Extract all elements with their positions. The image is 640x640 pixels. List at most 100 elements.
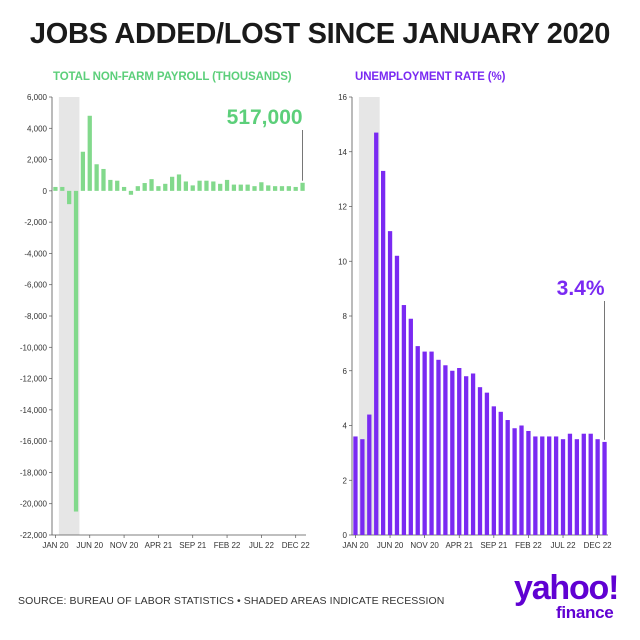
payroll-xtick-label: JUL 22 <box>249 541 275 550</box>
payroll-bar <box>266 185 271 191</box>
unemp-xtick-label: FEB 22 <box>515 541 542 550</box>
unemp-bar <box>505 420 510 535</box>
unemp-bar <box>380 170 386 535</box>
unemp-bar <box>464 376 469 535</box>
unemp-bar <box>394 255 400 535</box>
unemp-bar <box>567 433 573 535</box>
payroll-bar <box>115 180 120 191</box>
unemp-bar <box>498 411 503 535</box>
unemp-bar <box>457 368 462 535</box>
unemp-ytick-label: 8 <box>343 312 348 321</box>
unemp-bar <box>374 132 379 535</box>
unemp-bar <box>353 436 358 535</box>
unemp-bar <box>408 318 413 535</box>
unemp-bar <box>588 433 593 535</box>
unemp-xtick-label: SEP 21 <box>480 541 508 550</box>
unemp-bar <box>360 439 365 535</box>
payroll-bar <box>94 164 99 191</box>
payroll-ytick-label: -10,000 <box>20 343 48 352</box>
unemp-ytick-label: 10 <box>338 257 347 266</box>
payroll-bar <box>286 186 291 191</box>
unemp-xtick-label: DEC 22 <box>584 541 613 550</box>
unemp-ytick-label: 16 <box>338 93 347 102</box>
unemp-bar <box>401 305 407 535</box>
payroll-bar <box>121 186 127 191</box>
payroll-bar <box>224 179 230 191</box>
unemp-bar <box>422 351 427 535</box>
payroll-xtick-label: JAN 20 <box>42 541 69 550</box>
payroll-ytick-label: -18,000 <box>20 468 48 477</box>
main-title: JOBS ADDED/LOST SINCE JANUARY 2020 <box>29 18 611 50</box>
payroll-bar <box>211 181 216 191</box>
unemp-ytick-label: 0 <box>343 531 348 540</box>
unemp-bar <box>519 425 524 535</box>
payroll-bar <box>293 186 298 191</box>
unemp-bar <box>470 373 476 535</box>
unemp-bar <box>602 441 607 535</box>
unemp-bar <box>436 359 441 535</box>
unemp-bar <box>443 365 448 535</box>
payroll-bar <box>197 180 202 191</box>
unemp-xtick-label: JUN 20 <box>377 541 404 550</box>
payroll-bar <box>60 186 65 191</box>
unemp-ytick-label: 14 <box>338 148 347 157</box>
unemployment-chart-title: UNEMPLOYMENT RATE (%) <box>355 71 506 83</box>
payroll-ytick-label: -8,000 <box>24 312 47 321</box>
unemp-bar <box>512 428 517 535</box>
unemp-bar <box>540 436 545 535</box>
unemp-bar <box>547 436 552 535</box>
payroll-chart-title: TOTAL NON-FARM PAYROLL (THOUSANDS) <box>53 71 292 83</box>
payroll-ytick-label: -14,000 <box>20 406 48 415</box>
unemp-bar <box>484 392 490 535</box>
payroll-bar <box>156 186 161 191</box>
payroll-bar <box>190 185 195 191</box>
payroll-bar <box>252 186 257 191</box>
unemp-bar <box>367 414 372 535</box>
unemp-ytick-label: 4 <box>343 422 348 431</box>
payroll-xtick-label: DEC 22 <box>282 541 311 550</box>
unemp-bar <box>574 439 580 535</box>
payroll-bar <box>183 181 188 191</box>
payroll-bar <box>142 183 147 191</box>
payroll-xtick-label: APR 21 <box>145 541 173 550</box>
payroll-xtick-label: NOV 20 <box>110 541 139 550</box>
payroll-xtick-label: JUN 20 <box>76 541 103 550</box>
unemp-ytick-label: 6 <box>343 367 348 376</box>
unemp-xtick-label: JUL 22 <box>550 541 576 550</box>
yahoo-logo: yahoo! <box>514 569 619 607</box>
finance-logo: finance <box>556 603 614 622</box>
payroll-ytick-label: 0 <box>43 187 48 196</box>
payroll-ytick-label: -2,000 <box>24 218 47 227</box>
payroll-bar <box>170 176 175 191</box>
payroll-bar <box>272 186 278 191</box>
unemp-bar <box>477 387 483 535</box>
unemp-bar <box>526 430 531 535</box>
unemp-bar <box>491 406 496 535</box>
payroll-xtick-label: FEB 22 <box>214 541 241 550</box>
payroll-bar <box>149 179 154 191</box>
payroll-bar <box>245 184 250 191</box>
payroll-bar <box>279 186 285 191</box>
payroll-ytick-label: -6,000 <box>24 281 47 290</box>
payroll-bar <box>300 182 305 191</box>
payroll-ytick-label: 6,000 <box>27 93 48 102</box>
payroll-bar <box>87 115 92 191</box>
unemp-xtick-label: JAN 20 <box>342 541 369 550</box>
payroll-bar <box>238 184 243 191</box>
payroll-ytick-label: 4,000 <box>27 124 48 133</box>
payroll-callout-label: 517,000 <box>227 106 303 129</box>
payroll-bar <box>128 190 134 195</box>
unemp-xtick-label: APR 21 <box>445 541 473 550</box>
source-note: SOURCE: BUREAU OF LABOR STATISTICS • SHA… <box>18 595 445 607</box>
unemp-bar <box>450 370 455 535</box>
payroll-bar <box>204 180 209 191</box>
payroll-bar <box>176 174 182 191</box>
unemp-bar <box>415 346 420 535</box>
payroll-ytick-label: -4,000 <box>24 249 47 258</box>
unemp-callout-label: 3.4% <box>557 277 605 300</box>
unemp-bar <box>581 433 586 535</box>
payroll-ytick-label: 2,000 <box>27 156 48 165</box>
payroll-bar <box>218 183 223 191</box>
payroll-ytick-label: -12,000 <box>20 375 48 384</box>
